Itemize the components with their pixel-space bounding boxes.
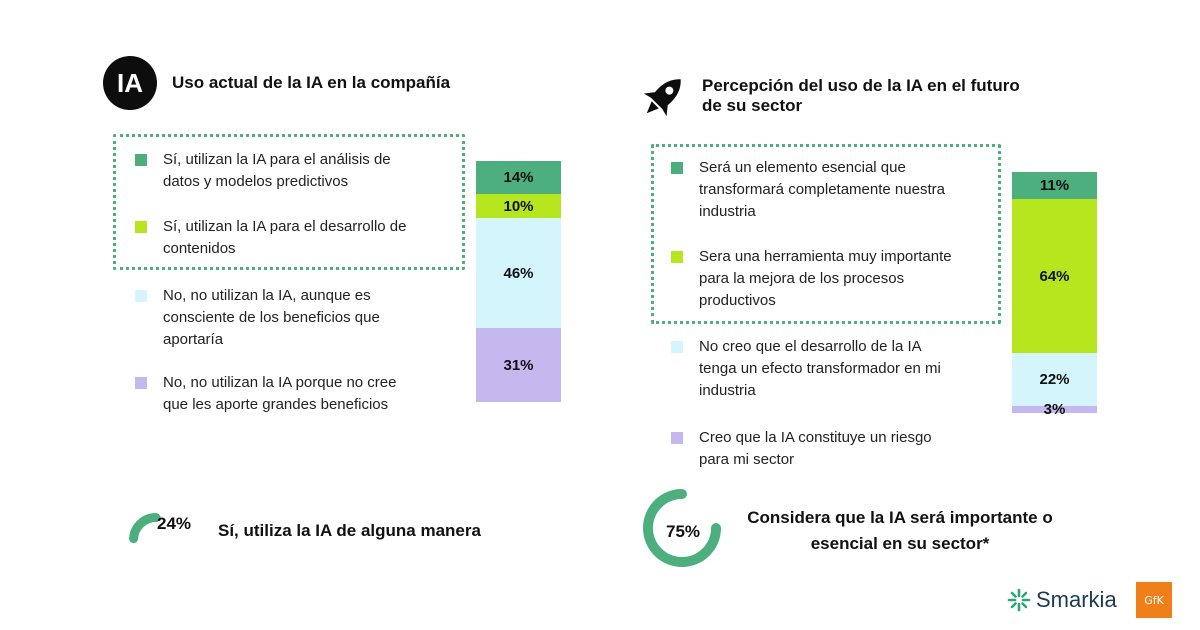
- smarkia-logo-text: Smarkia: [1036, 587, 1117, 612]
- right-summary-text: Considera que la IA será importante o es…: [724, 505, 1076, 557]
- left-title: Uso actual de la IA en la compañía: [172, 73, 451, 92]
- right-summary-line2: esencial en su sector*: [810, 534, 990, 553]
- right-legend-line: industria: [699, 203, 756, 220]
- right-legend-swatch: [671, 251, 683, 263]
- right-legend-line: Sera una herramienta muy importante: [699, 248, 952, 265]
- right-legend-item: Sera una herramienta muy importante para …: [671, 246, 1001, 312]
- ia-badge-icon: IA: [103, 56, 157, 110]
- right-legend-label: Será un elemento esencial que transformar…: [699, 157, 945, 223]
- left-legend-swatch: [135, 221, 147, 233]
- right-bar-segment: 3%: [1012, 401, 1097, 418]
- right-legend-line: Creo que la IA constituye un riesgo: [699, 429, 932, 446]
- left-bar-segment: 46%: [476, 218, 561, 328]
- right-legend-line: para la mejora de los procesos: [699, 270, 905, 287]
- left-gauge-arc: [129, 513, 161, 544]
- left-legend-label: Sí, utilizan la IA para el desarrollo de…: [163, 216, 406, 260]
- left-legend-label: No, no utilizan la IA, aunque es conscien…: [163, 285, 380, 351]
- left-bar-segment: 14%: [476, 161, 561, 194]
- right-gauge-value: 75%: [666, 522, 701, 541]
- left-legend-swatch: [135, 290, 147, 302]
- smarkia-mark-icon: [1007, 588, 1031, 612]
- left-gauge-value: 24%: [157, 514, 192, 533]
- left-legend-line: Sí, utilizan la IA para el análisis de: [163, 151, 391, 168]
- right-legend-line: transformará completamente nuestra: [699, 181, 945, 198]
- left-bar-data-label: 14%: [503, 169, 534, 186]
- left-bar-segment: 31%: [476, 328, 561, 402]
- left-legend-line: que les aporte grandes beneficios: [163, 396, 389, 413]
- right-legend-item: Creo que la IA constituye un riesgo para …: [671, 427, 1001, 471]
- right-legend-line: para mi sector: [699, 451, 795, 468]
- right-title: Percepción del uso de la IA en el futuro…: [702, 76, 1020, 116]
- left-legend-line: Sí, utilizan la IA para el desarrollo de: [163, 218, 407, 235]
- left-legend-line: contenidos: [163, 240, 236, 257]
- left-legend-item: No, no utilizan la IA, aunque es conscien…: [135, 285, 465, 351]
- right-legend-line: No creo que el desarrollo de la IA: [699, 338, 922, 355]
- left-legend-line: No, no utilizan la IA, aunque es: [163, 287, 371, 304]
- right-gauge-arc: [643, 489, 721, 567]
- right-bar-data-label: 11%: [1039, 177, 1070, 194]
- left-legend-line: aportaría: [163, 331, 224, 348]
- left-bar-data-label: 46%: [503, 264, 534, 282]
- right-highlight-box: [651, 144, 1001, 324]
- right-legend-swatch: [671, 341, 683, 353]
- left-highlight-box: [113, 134, 465, 270]
- right-bar-segment: 64%: [1012, 199, 1097, 353]
- left-legend-label: No, no utilizan la IA porque no cree que …: [163, 372, 396, 416]
- left-legend-swatch: [135, 377, 147, 389]
- left-summary-text: Sí, utiliza la IA de alguna manera: [218, 521, 481, 540]
- right-legend-swatch: [671, 432, 683, 444]
- right-title-line2: de su sector: [702, 96, 803, 115]
- left-legend-line: datos y modelos predictivos: [163, 173, 349, 190]
- left-legend-line: consciente de los beneficios que: [163, 309, 380, 326]
- right-legend-line: Será un elemento esencial que: [699, 159, 906, 176]
- right-bar-data-label: 22%: [1039, 371, 1070, 388]
- left-bar-data-label: 31%: [503, 356, 534, 374]
- right-summary-line1: Considera que la IA será importante o: [747, 508, 1053, 527]
- right-legend-item: No creo que el desarrollo de la IA tenga …: [671, 336, 1001, 402]
- ia-badge-text: IA: [117, 67, 143, 98]
- right-bar-segment: 11%: [1012, 172, 1097, 199]
- left-legend-swatch: [135, 154, 147, 166]
- right-legend-line: productivos: [699, 292, 776, 309]
- right-legend-label: No creo que el desarrollo de la IA tenga …: [699, 336, 941, 402]
- right-stacked-bar: 11% 64% 22% 3%: [1012, 172, 1097, 418]
- left-legend-label: Sí, utilizan la IA para el análisis de da…: [163, 149, 391, 193]
- left-bar-segment: 10%: [476, 194, 561, 218]
- right-legend-item: Será un elemento esencial que transformar…: [671, 157, 1001, 223]
- left-gauge: [129, 513, 161, 544]
- left-stacked-bar: 14% 10% 46% 31%: [476, 161, 561, 402]
- right-legend-label: Sera una herramienta muy importante para …: [699, 246, 952, 312]
- right-bar-segment: 22%: [1012, 353, 1097, 406]
- rocket-icon: [643, 79, 681, 117]
- gfk-logo-text: GfK: [1144, 593, 1164, 607]
- left-legend-item: No, no utilizan la IA porque no cree que …: [135, 372, 465, 416]
- right-bar-data-label: 64%: [1039, 267, 1070, 285]
- left-legend-item: Sí, utilizan la IA para el análisis de da…: [135, 149, 465, 193]
- left-bar-data-label: 10%: [503, 197, 534, 215]
- right-legend-line: industria: [699, 382, 756, 399]
- left-legend-item: Sí, utilizan la IA para el desarrollo de…: [135, 216, 465, 260]
- right-bar-data-label: 3%: [1043, 401, 1066, 418]
- smarkia-logo: Smarkia: [1006, 587, 1117, 613]
- gfk-logo: GfK: [1136, 582, 1172, 618]
- right-legend-line: tenga un efecto transformador en mi: [699, 360, 941, 377]
- right-gauge: [643, 489, 721, 567]
- right-legend-label: Creo que la IA constituye un riesgo para …: [699, 427, 932, 471]
- left-legend-line: No, no utilizan la IA porque no cree: [163, 374, 397, 391]
- right-title-line1: Percepción del uso de la IA en el futuro: [702, 76, 1020, 95]
- right-legend-swatch: [671, 162, 683, 174]
